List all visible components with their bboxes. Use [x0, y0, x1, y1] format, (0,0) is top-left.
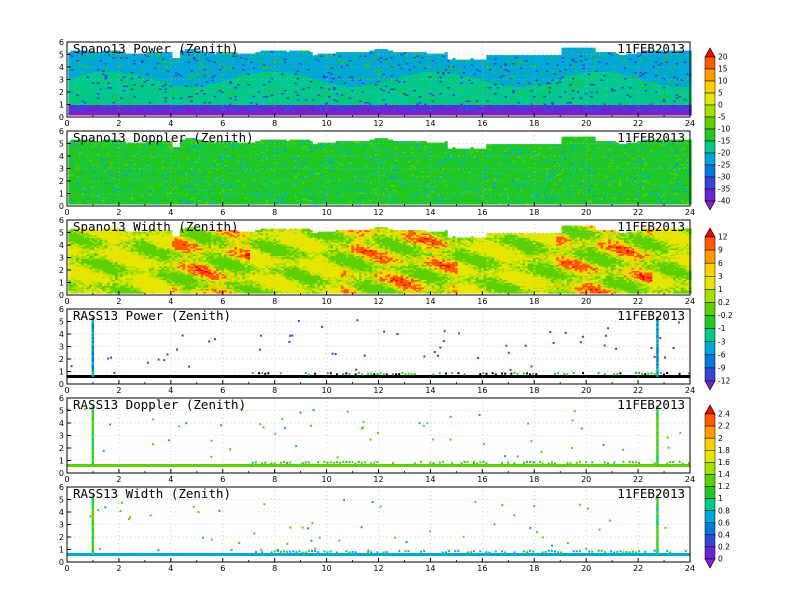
heatmap-cell	[68, 52, 71, 54]
heatmap-cell	[341, 52, 344, 54]
heatmap-cell	[359, 52, 362, 54]
heatmap-cell	[372, 51, 375, 53]
heatmap-cell	[289, 51, 292, 53]
heatmap-cell	[263, 51, 266, 53]
heatmap-cell	[266, 51, 269, 53]
heatmap-cell	[367, 52, 370, 54]
heatmap-cell	[172, 58, 175, 60]
heatmap-cell	[286, 52, 289, 54]
heatmap-cell	[315, 55, 318, 57]
heatmap-cell	[312, 55, 315, 57]
heatmap-cell	[255, 52, 258, 54]
heatmap-cell	[336, 52, 339, 54]
heatmap-cell	[349, 52, 352, 54]
heatmap-cell	[292, 51, 295, 53]
heatmap-cell	[356, 52, 359, 54]
heatmap-cell	[343, 52, 346, 54]
heatmap-cell	[346, 52, 349, 54]
heatmap-cell	[276, 51, 279, 53]
heatmap-cell	[354, 52, 357, 54]
heatmap-cell	[338, 52, 341, 54]
heatmap-cell	[279, 51, 282, 53]
heatmap-cell	[177, 58, 180, 60]
heatmap-cell	[302, 51, 305, 53]
heatmap-cell	[294, 51, 297, 53]
heatmap-cell	[271, 51, 274, 53]
heatmap-cell	[297, 51, 300, 53]
heatmap-cell	[369, 51, 372, 53]
heatmap-cell	[305, 51, 308, 53]
heatmap-cell	[310, 52, 313, 54]
heatmap-cell	[362, 52, 365, 54]
heatmap-cell	[299, 51, 302, 53]
heatmap-cells	[68, 48, 691, 116]
heatmap-cell	[258, 52, 261, 54]
heatmap-cell	[175, 58, 178, 60]
heatmap-cell	[268, 51, 271, 53]
heatmap-cell	[281, 51, 284, 53]
heatmap-cell	[240, 54, 243, 56]
heatmap-cell	[284, 51, 287, 53]
heatmap-cell	[364, 52, 367, 54]
heatmap-cell	[328, 54, 331, 56]
heatmap-cell	[260, 51, 263, 53]
heatmap-cell	[351, 52, 354, 54]
heatmap-cell	[307, 51, 310, 53]
heatmap-cell	[320, 54, 323, 56]
